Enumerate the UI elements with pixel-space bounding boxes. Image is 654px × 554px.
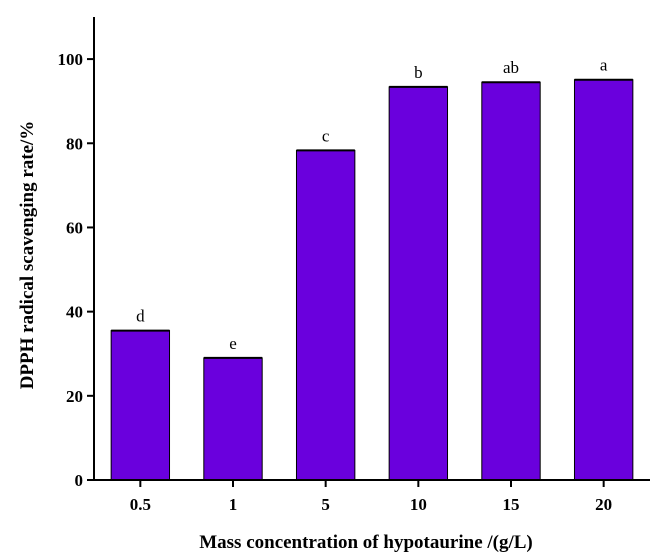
bar-20 xyxy=(573,79,634,481)
x-tick-label: 20 xyxy=(595,495,612,514)
x-tick-label: 15 xyxy=(503,495,520,514)
significance-label: a xyxy=(600,56,608,75)
x-tick-label: 10 xyxy=(410,495,427,514)
y-axis-title: DPPH radical scavenging rate/% xyxy=(17,121,38,390)
significance-label: d xyxy=(136,307,145,326)
bar-10 xyxy=(388,86,449,481)
y-tick-label: 80 xyxy=(66,134,83,153)
bars-group xyxy=(110,79,634,481)
y-tick-label: 100 xyxy=(58,50,84,69)
bar-1 xyxy=(203,357,263,481)
y-tick-label: 60 xyxy=(66,218,83,237)
bar-5 xyxy=(295,149,356,481)
bar-0.5 xyxy=(110,330,171,481)
y-tick-label: 20 xyxy=(66,387,83,406)
bar-15 xyxy=(481,81,541,481)
significance-label: b xyxy=(414,63,423,82)
x-tick-label: 5 xyxy=(321,495,330,514)
y-axis-ticks: 0 20 40 60 80 100 xyxy=(58,50,94,490)
y-tick-label: 0 xyxy=(75,471,84,490)
y-tick-label: 40 xyxy=(66,303,83,322)
error-bars-group xyxy=(111,78,633,359)
significance-label: ab xyxy=(503,58,519,77)
significance-label: e xyxy=(229,334,237,353)
x-axis-title: Mass concentration of hypotaurine /(g/L) xyxy=(199,532,533,553)
x-tick-label: 0.5 xyxy=(130,495,151,514)
x-tick-label: 1 xyxy=(229,495,238,514)
x-axis-ticks: 0.5 1 5 10 15 20 xyxy=(130,480,612,514)
significance-labels-group: d e c b ab a xyxy=(136,56,608,353)
significance-label: c xyxy=(322,126,330,145)
